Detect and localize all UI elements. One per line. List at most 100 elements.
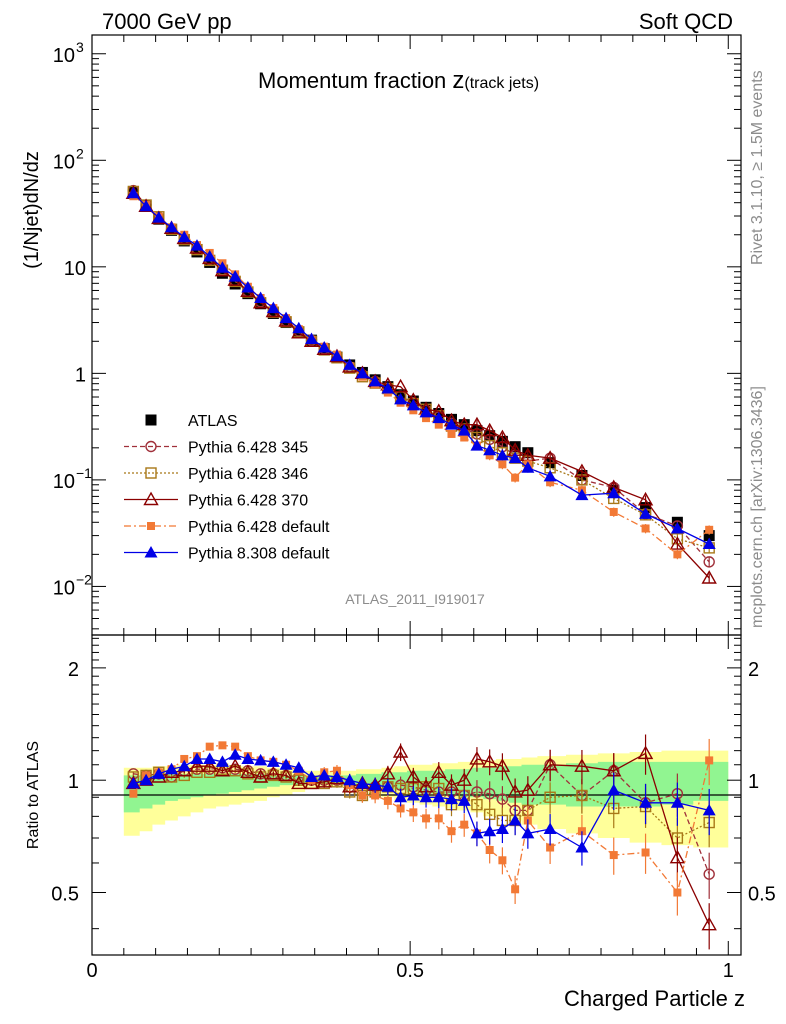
ratio-point-p8 <box>444 792 458 805</box>
legend-marker <box>145 467 157 479</box>
ratio-point-p345 <box>496 793 509 805</box>
ratio-point-pdefault <box>447 827 456 836</box>
ratio-point-p8 <box>470 826 484 839</box>
x-tick-label: 0 <box>86 960 97 982</box>
point-pdefault <box>546 478 555 487</box>
ratio-point-p8 <box>543 822 557 834</box>
ratio-point-pdefault <box>218 741 227 750</box>
y-tick-exponent: 3 <box>76 39 84 55</box>
point-p8 <box>152 211 166 223</box>
ratio-y-axis-label: Ratio to ATLAS <box>25 741 42 849</box>
point-p8 <box>254 291 268 303</box>
point-atlas <box>703 530 715 542</box>
ratio-point-p370 <box>392 744 409 758</box>
ratio-point-p8 <box>177 759 191 772</box>
ratio-point-p8 <box>190 752 204 764</box>
point-pdefault <box>609 507 618 516</box>
point-p8 <box>126 186 140 199</box>
ratio-point-pdefault <box>498 856 507 865</box>
ratio-point-pdefault <box>371 791 380 800</box>
point-p8 <box>368 374 382 387</box>
point-p8 <box>470 439 484 451</box>
y-tick-exponent: −2 <box>76 571 92 587</box>
ratio-point-p370 <box>431 764 447 778</box>
legend-marker <box>143 491 159 506</box>
point-p8 <box>215 261 229 273</box>
ratio-point-pdefault <box>673 888 682 897</box>
point-p8 <box>305 332 319 345</box>
legend-label: Pythia 8.308 default <box>188 546 330 563</box>
ratio-point-p8 <box>355 776 369 789</box>
rivet-label: Rivet 3.1.10, ≥ 1.5M events <box>749 70 766 265</box>
ratio-point-p8 <box>432 790 446 803</box>
series-atlas <box>127 186 715 542</box>
point-atlas <box>191 246 203 258</box>
point-p8 <box>343 358 357 370</box>
point-pdefault <box>485 451 494 460</box>
point-pdefault <box>641 524 650 533</box>
legend-entry-pdefault: Pythia 6.428 default <box>124 519 330 536</box>
point-p8 <box>508 451 522 464</box>
y-tick-label: 10 <box>53 151 75 173</box>
ratio-point-p370 <box>701 916 717 931</box>
ratio-point-p370 <box>669 849 686 864</box>
point-pdefault <box>511 473 520 482</box>
point-atlas <box>204 256 216 268</box>
ratio-point-pdefault <box>609 851 618 860</box>
ratio-y-tick-label-right: 2 <box>748 659 759 681</box>
ratio-point-p8 <box>215 755 229 767</box>
top-panel-series <box>125 184 717 584</box>
ratio-point-p370 <box>542 756 558 771</box>
point-p8 <box>317 340 331 353</box>
ratio-y-tick-label-left: 1 <box>68 771 79 793</box>
point-pdefault <box>705 525 714 534</box>
ratio-point-p370 <box>481 753 498 768</box>
series-p345 <box>127 184 715 568</box>
ratio-point-p370 <box>265 765 282 780</box>
legend-entry-p345: Pythia 6.428 345 <box>124 440 308 457</box>
ratio-point-p346 <box>471 798 483 811</box>
ratio-point-pdefault <box>485 845 494 854</box>
ratio-panel-axes: 0.5 0.5 1 1 2 2 0 0.5 1 <box>51 635 776 982</box>
point-atlas <box>255 298 267 310</box>
y-tick-label: 10 <box>53 45 75 67</box>
ratio-point-p370 <box>507 784 523 798</box>
point-p8 <box>292 321 306 334</box>
ratio-point-p370 <box>520 782 536 796</box>
point-pdefault <box>434 420 443 429</box>
ratio-point-pdefault <box>231 742 240 751</box>
ratio-point-p370 <box>202 758 218 772</box>
point-p8 <box>521 461 535 473</box>
ratio-point-p8 <box>419 790 433 803</box>
point-p8 <box>203 250 217 262</box>
legend-label: Pythia 6.428 346 <box>188 466 308 483</box>
point-pdefault <box>498 460 507 469</box>
point-p8 <box>457 424 471 436</box>
ratio-point-pdefault <box>511 885 520 894</box>
legend-label: Pythia 6.428 default <box>188 519 330 536</box>
point-p8 <box>330 349 344 362</box>
legend-label: Pythia 6.428 370 <box>188 493 308 510</box>
point-p370 <box>637 491 654 506</box>
ratio-point-pdefault <box>460 820 469 829</box>
ratio-point-p8 <box>152 767 166 779</box>
legend-label: Pythia 6.428 345 <box>188 440 308 457</box>
ratio-point-p8 <box>575 841 589 853</box>
legend: ATLAS Pythia 6.428 345 Pythia 6.428 346 Pyt… <box>124 413 330 563</box>
ratio-point-p8 <box>279 758 293 770</box>
point-p8 <box>444 418 458 430</box>
point-p8 <box>177 230 191 243</box>
ratio-point-pdefault <box>577 827 586 836</box>
ratio-point-pdefault <box>434 814 443 823</box>
point-p8 <box>266 301 280 314</box>
ratio-point-p8 <box>165 762 179 775</box>
ratio-point-p345 <box>483 788 496 800</box>
chart-title: Momentum fraction z(track jets) <box>258 67 539 94</box>
ratio-point-p8 <box>702 803 716 816</box>
y-tick-label: 10 <box>64 258 86 280</box>
point-atlas <box>242 288 254 300</box>
ratio-point-p8 <box>670 796 684 808</box>
point-p370 <box>469 416 485 431</box>
point-p8 <box>279 311 293 324</box>
